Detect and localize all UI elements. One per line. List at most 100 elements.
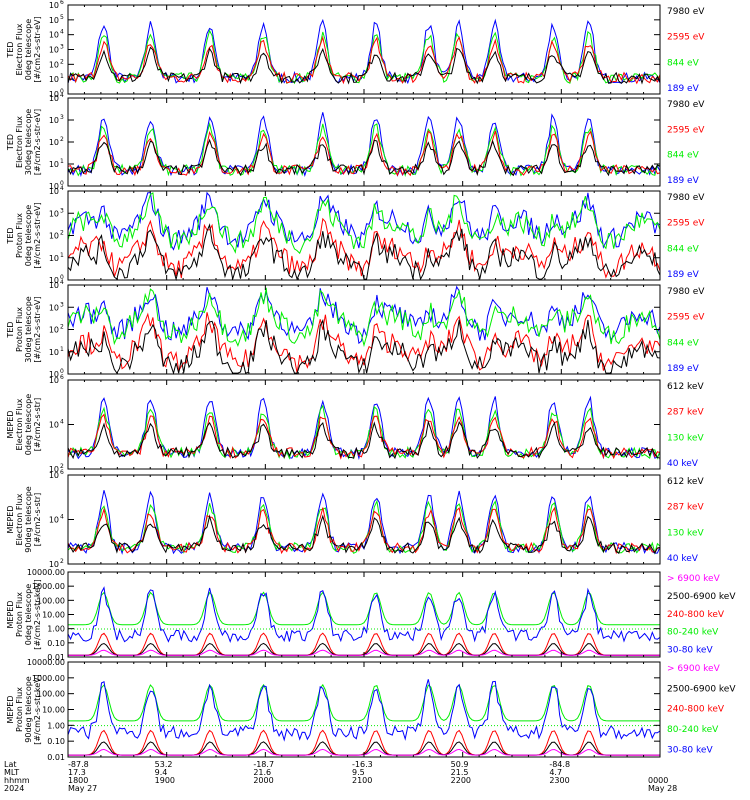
y-tick-label: 10 [49, 281, 59, 290]
legend-label: 189 eV [667, 364, 700, 374]
y-tick-exponent: 4 [60, 514, 64, 521]
y-axis-label: MEPED [6, 506, 15, 534]
y-tick-exponent: 2 [60, 136, 64, 143]
y-axis-label: Proton Flux [15, 687, 24, 732]
x-row-label: MLT [4, 768, 19, 777]
legend-label: 30-80 keV [667, 745, 713, 755]
series-red-line [67, 217, 661, 279]
legend-label: 240-800 keV [667, 705, 725, 715]
x-tick-label: 9.5 [352, 768, 365, 777]
series-red-line [67, 312, 661, 374]
y-tick-exponent: 0 [60, 274, 64, 281]
legend-label: 7980 eV [667, 100, 705, 110]
y-axis-label: Electron Flux [15, 493, 24, 545]
y-axis-label: 30deg telescope [24, 296, 33, 363]
y-axis-label: TED [6, 227, 15, 244]
legend-label: 7980 eV [667, 7, 705, 17]
y-axis-label: 0deg telescope [24, 394, 33, 455]
x-tick-label: 2100 [352, 776, 372, 785]
x-row-label: hhmm [4, 776, 30, 785]
y-tick-exponent: 2 [60, 58, 64, 65]
y-tick-exponent: 2 [60, 558, 64, 565]
x-tick-label: 53.2 [155, 760, 173, 769]
y-axis-label: 90deg telescope [24, 676, 33, 743]
y-tick-exponent: 2 [60, 463, 64, 470]
series-red-line [67, 413, 661, 460]
y-axis-label: Electron Flux [15, 398, 24, 450]
y-axis-label: [#/cm2-s-str-eV] [33, 296, 42, 362]
series-green-line [67, 192, 661, 255]
y-tick-exponent: 2 [60, 324, 64, 331]
y-tick-exponent: 4 [60, 29, 64, 36]
series-red-line [67, 130, 661, 177]
legend-label: > 6900 keV [667, 574, 721, 584]
y-axis-label: [#/cm2-s-str] [33, 398, 42, 451]
y-tick-label: 10.00 [42, 611, 65, 620]
y-tick-label: 1000.00 [32, 674, 65, 683]
y-tick-label: 10 [49, 94, 59, 103]
series-red-line [67, 35, 661, 85]
series-blue-line [67, 586, 661, 643]
y-tick-exponent: 2 [60, 230, 64, 237]
y-tick-label: 10 [49, 326, 59, 335]
legend-label: 189 eV [667, 270, 700, 280]
legend-label: 2500-6900 keV [667, 684, 736, 694]
y-axis-label: MEPED [6, 601, 15, 629]
y-tick-label: 10 [49, 116, 59, 125]
y-axis-label: [#/cm2-s-str-eV] [33, 16, 42, 82]
y-tick-exponent: 1 [60, 252, 64, 259]
series-black-line [67, 46, 661, 85]
y-tick-label: 10 [49, 46, 59, 55]
y-tick-label: 10 [49, 232, 59, 241]
y-tick-label: 0.10 [47, 737, 65, 746]
x-row-label: Lat [4, 760, 17, 769]
legend-label: 189 eV [667, 176, 700, 186]
y-tick-label: 10 [49, 303, 59, 312]
x-tick-label: 21.5 [451, 768, 469, 777]
y-tick-label: 10 [49, 75, 59, 84]
legend-label: 844 eV [667, 338, 700, 348]
y-tick-exponent: 6 [60, 469, 64, 476]
panel-8: 0.01 0.10 1.00 10.00 100.00 1000.00 10000.00 ME… [6, 658, 736, 762]
x-tick-label: 0000 [648, 776, 668, 785]
x-tick-label: 2200 [451, 776, 471, 785]
x-tick-label: May 27 [68, 784, 97, 793]
x-tick-label: -84.8 [549, 760, 570, 769]
legend-label: 7980 eV [667, 287, 705, 297]
y-tick-label: 10 [49, 348, 59, 357]
y-tick-label: 10 [49, 60, 59, 69]
y-tick-exponent: 4 [60, 279, 64, 286]
y-axis-label: TED [6, 134, 15, 151]
panel-7: 0.01 0.10 1.00 10.00 100.00 1000.00 10000.00 ME… [6, 568, 736, 662]
y-tick-exponent: 5 [60, 14, 64, 21]
x-tick-label: -18.7 [253, 760, 274, 769]
legend-label: > 6900 keV [667, 664, 721, 674]
y-tick-label: 10 [49, 254, 59, 263]
legend-label: 30-80 keV [667, 646, 713, 656]
legend-label: 2595 eV [667, 313, 705, 323]
y-axis-label: Proton Flux [15, 592, 24, 637]
y-tick-label: 10 [49, 465, 59, 474]
x-tick-label: -16.3 [352, 760, 373, 769]
y-tick-exponent: 3 [60, 301, 64, 308]
y-axis-label: Proton Flux [15, 307, 24, 352]
y-tick-exponent: 0 [60, 88, 64, 95]
y-axis-label: 0deg telescope [24, 205, 33, 266]
y-tick-label: 10 [49, 90, 59, 99]
y-axis-label: [#/cm2-s-str-eV] [33, 202, 42, 268]
y-axis-label: Proton Flux [15, 213, 24, 258]
y-axis-label: MEPED [6, 696, 15, 724]
y-tick-label: 10 [49, 421, 59, 430]
legend-label: 2595 eV [667, 125, 705, 135]
y-tick-label: 10000.00 [27, 568, 65, 577]
y-axis-label: 90deg telescope [24, 486, 33, 553]
y-axis-label: TED [6, 41, 15, 58]
legend-label: 844 eV [667, 244, 700, 254]
legend-label: 130 keV [667, 433, 704, 443]
